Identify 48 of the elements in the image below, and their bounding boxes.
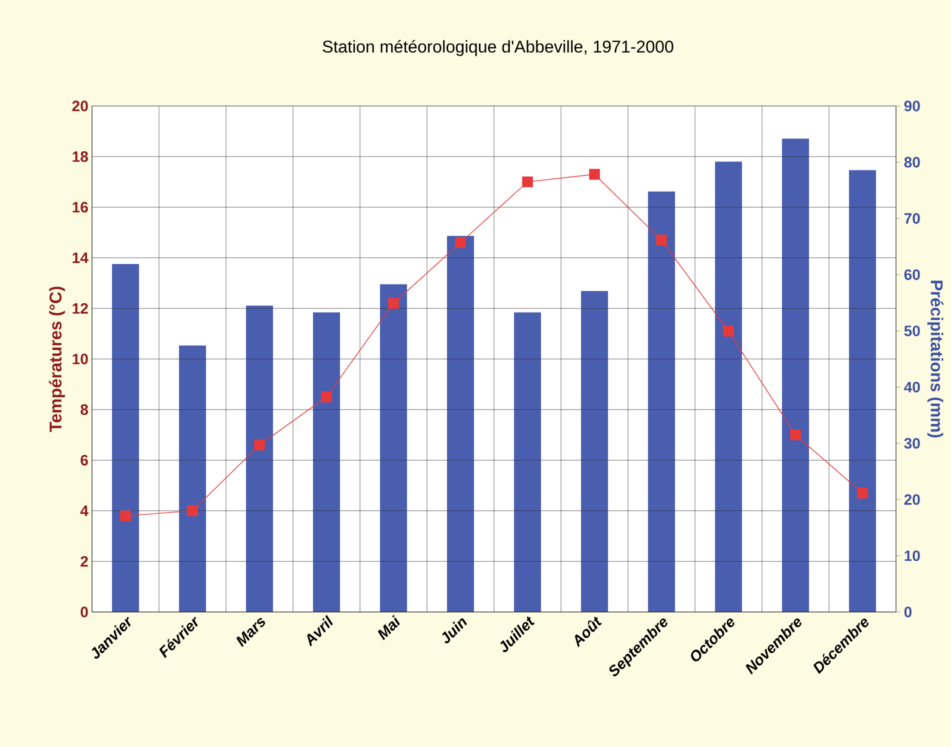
point: [388, 298, 399, 309]
point: [589, 168, 600, 180]
point: [522, 176, 533, 188]
y-tick-label: 2: [80, 556, 88, 567]
bar: [380, 284, 408, 612]
chart-title: Station météorologique d'Abbeville, 1971-2000: [322, 40, 674, 56]
point: [254, 440, 265, 450]
y-tick-label: 10: [72, 354, 88, 364]
point: [656, 234, 667, 246]
y-axis-title: Températures (°C): [48, 286, 65, 432]
y2-tick-label: 10: [904, 550, 920, 562]
bar: [179, 346, 206, 612]
point: [790, 429, 801, 440]
y-tick-label: 0: [80, 606, 88, 618]
point: [187, 505, 198, 516]
bar: [246, 306, 274, 612]
bar: [514, 312, 542, 612]
y2-tick-label: 60: [904, 269, 920, 280]
y-tick-label: 6: [80, 454, 88, 466]
y2-tick-label: 20: [904, 494, 920, 505]
y2-tick-label: 40: [904, 382, 920, 392]
point: [455, 237, 466, 248]
bar: [782, 138, 809, 612]
bar: [447, 236, 474, 612]
bar: [648, 191, 676, 612]
bar: [112, 264, 140, 612]
y-tick-label: 4: [80, 506, 88, 516]
y2-tick-label: 30: [904, 438, 920, 449]
point: [120, 510, 131, 522]
y2-tick-label: 70: [904, 213, 920, 224]
y2-axis-title: Précipitations (mm): [927, 280, 944, 438]
y2-tick-label: 90: [904, 100, 920, 112]
y-tick-label: 14: [72, 252, 88, 263]
bar: [715, 162, 742, 612]
y-tick-label: 12: [72, 303, 88, 314]
point: [321, 392, 332, 402]
bar: [849, 170, 876, 612]
y-tick-label: 20: [72, 100, 88, 112]
bar: [581, 290, 608, 612]
y2-tick-label: 0: [904, 606, 912, 618]
point: [857, 488, 868, 498]
point: [723, 326, 734, 337]
y2-tick-label: 80: [904, 156, 920, 168]
y2-tick-label: 50: [904, 326, 920, 336]
bar: [313, 312, 340, 612]
y-tick-label: 18: [72, 151, 88, 162]
y-tick-label: 16: [72, 202, 88, 212]
y-tick-label: 8: [80, 404, 88, 415]
